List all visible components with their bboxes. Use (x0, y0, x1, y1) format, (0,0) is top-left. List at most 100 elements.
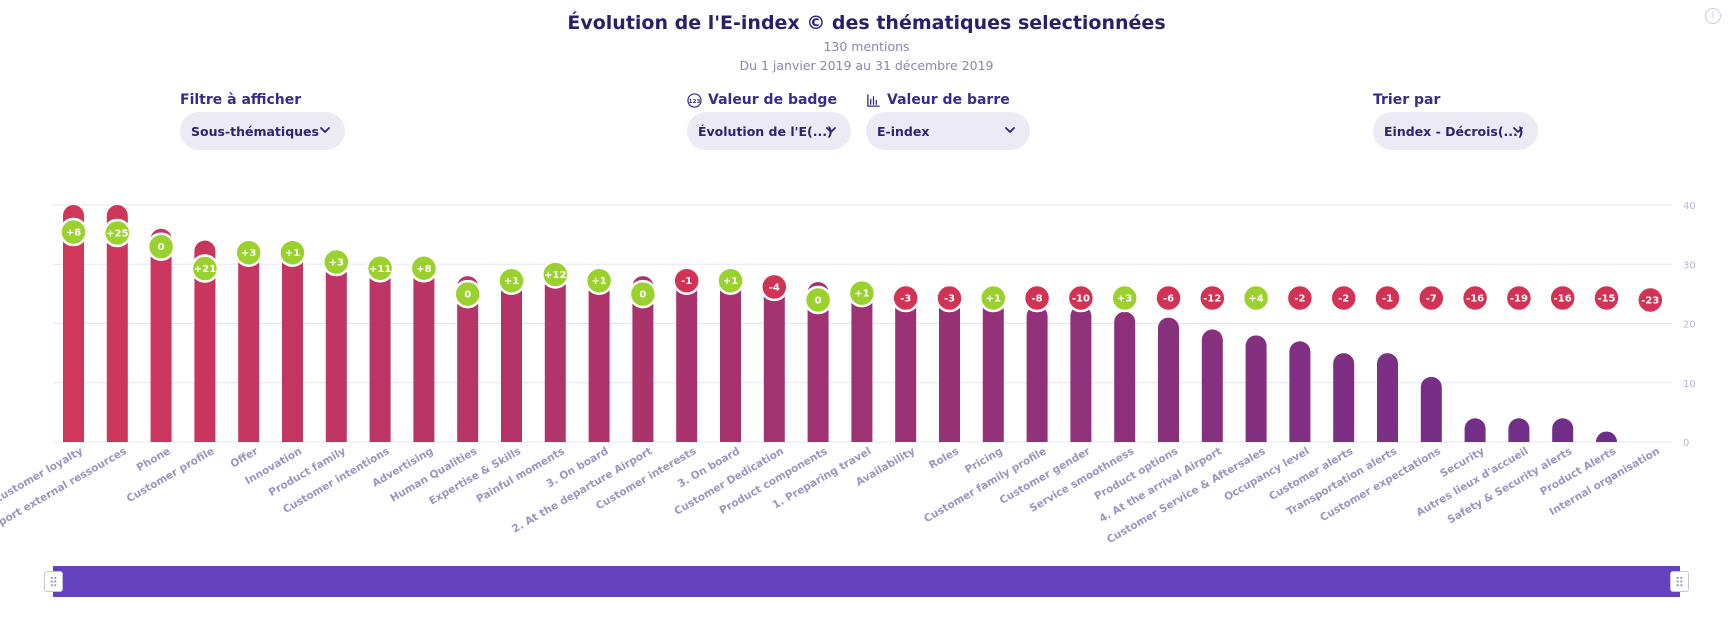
range-scrollbar[interactable] (53, 566, 1680, 597)
evolution-badge-label: +11 (369, 264, 391, 275)
badge-label: 123 Valeur de badge (687, 92, 837, 108)
evolution-badge (146, 232, 176, 261)
evolution-badge (409, 254, 439, 283)
bar-label: Valeur de barre (866, 92, 1010, 108)
evolution-badge (891, 283, 920, 313)
evolution-badge (672, 266, 701, 295)
evolution-badge (103, 218, 132, 248)
bar (1245, 335, 1267, 442)
evolution-badge-label: +1 (504, 276, 519, 287)
evolution-badge (497, 266, 526, 295)
date-range: Du 1 janvier 2019 au 31 décembre 2019 (739, 58, 994, 73)
grip-icon (50, 576, 57, 587)
evolution-badge-label: +1 (591, 276, 606, 287)
evolution-badge-label: -10 (1072, 294, 1090, 305)
category-label: Roles (927, 445, 961, 472)
evolution-badge-label: 0 (639, 290, 646, 301)
bar (632, 276, 654, 442)
chart-title: Évolution de l'E-index © des thématiques… (567, 12, 1166, 34)
bar (939, 293, 960, 442)
evolution-badge-label: +12 (544, 270, 566, 281)
evolution-badge-label: +3 (241, 248, 256, 259)
evolution-badge-label: -7 (1426, 294, 1437, 305)
grip-icon (1676, 576, 1683, 587)
bar (325, 258, 347, 442)
bar (763, 282, 785, 442)
filter-dropdown[interactable]: Sous-thématiques (180, 112, 345, 150)
evolution-badge-label: 0 (464, 290, 471, 301)
bar (501, 276, 522, 442)
bar (676, 276, 698, 442)
evolution-badge (935, 283, 964, 313)
bar-label-text: Valeur de barre (887, 92, 1010, 108)
evolution-badge (278, 238, 307, 267)
evolution-badge (1636, 285, 1665, 315)
evolution-badge-label: -3 (900, 294, 911, 305)
bar (1026, 305, 1048, 442)
bar (1420, 376, 1442, 442)
evolution-badge-label: +1 (854, 289, 869, 300)
bar (1070, 305, 1092, 442)
evolution-badge (1066, 283, 1096, 313)
evolution-badge-label: -23 (1641, 296, 1659, 307)
y-tick-label: 40 (1683, 201, 1696, 212)
evolution-badge (760, 272, 789, 302)
info-icon[interactable]: i (1705, 8, 1721, 24)
chevron-down-icon (320, 127, 330, 133)
sort-dropdown[interactable]: Eindex - Décrois(...) (1373, 112, 1538, 150)
bar-dropdown[interactable]: E-index (866, 112, 1030, 150)
evolution-badge (1504, 283, 1534, 313)
bar (150, 228, 172, 442)
bar (106, 205, 128, 442)
evolution-badge (628, 279, 658, 309)
evolution-badge-label: +4 (1248, 294, 1263, 305)
bar (413, 264, 435, 442)
evolution-badge-label: -15 (1597, 294, 1615, 305)
evolution-badge-label: +3 (329, 258, 344, 269)
evolution-badge (1373, 283, 1402, 313)
bar (282, 249, 303, 442)
bar (807, 282, 829, 442)
evolution-badge-label: +25 (106, 229, 128, 240)
evolution-badge-label: -4 (769, 282, 780, 293)
y-tick-label: 0 (1683, 438, 1689, 449)
evolution-badge (322, 247, 351, 277)
sort-label-text: Trier par (1373, 92, 1441, 108)
evolution-badge-label: -1 (681, 276, 692, 287)
evolution-badge-label: +1 (723, 276, 738, 287)
bar (238, 249, 260, 442)
chevron-down-icon (826, 127, 836, 133)
evolution-badge-label: +3 (1117, 294, 1132, 305)
scrollbar-left-handle[interactable] (44, 571, 63, 592)
evolution-badge (1110, 283, 1139, 313)
bar (720, 276, 741, 442)
evolution-badge-label: -2 (1338, 294, 1349, 305)
evolution-badge (234, 238, 263, 267)
filter-label-text: Filtre à afficher (180, 92, 302, 108)
evolution-badge-label: -1 (1382, 294, 1393, 305)
category-label: Offer (228, 445, 260, 471)
evolution-badge-label: -6 (1163, 294, 1174, 305)
bar (1552, 418, 1574, 442)
badge-dropdown-value: Évolution de l'E(...) (698, 123, 833, 139)
bar (194, 240, 216, 442)
bar (1201, 329, 1223, 442)
evolution-badge (1241, 283, 1271, 313)
evolution-badge (1329, 283, 1358, 313)
bar (369, 264, 391, 442)
bar (1333, 353, 1355, 442)
evolution-badge-label: 0 (158, 242, 165, 253)
scrollbar-right-handle[interactable] (1670, 571, 1689, 592)
evolution-badge-label: +8 (416, 264, 431, 275)
evolution-badge (1592, 283, 1621, 313)
evolution-badge (979, 283, 1008, 313)
evolution-badge-label: -16 (1466, 294, 1484, 305)
evolution-badge-label: -16 (1554, 294, 1572, 305)
evolution-badge-label: -3 (944, 294, 955, 305)
evolution-badge (1198, 283, 1227, 313)
evolution-badge (1285, 283, 1315, 313)
badge-dropdown[interactable]: Évolution de l'E(...) (687, 112, 851, 150)
evolution-badge-label: +1 (986, 294, 1001, 305)
bar (63, 205, 84, 442)
bar-chart: 0 10 20 30 40 +8 +25 0 +21 +3 +1 +3 +11 +8 0 +1 +12 +1 0 -1… (0, 201, 1696, 546)
